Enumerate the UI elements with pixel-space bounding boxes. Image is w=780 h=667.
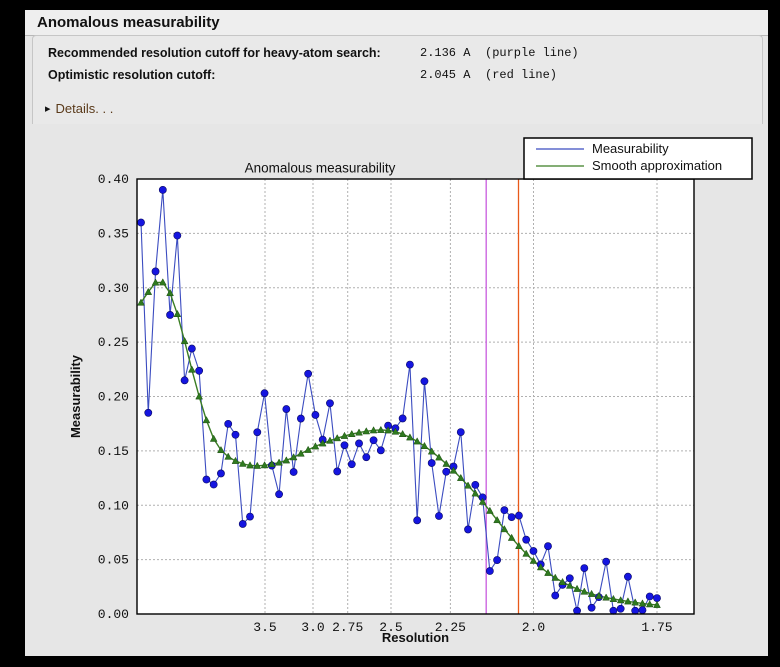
svg-text:0.35: 0.35 [98, 226, 129, 241]
svg-text:0.25: 0.25 [98, 335, 129, 350]
svg-text:0.00: 0.00 [98, 607, 129, 622]
svg-text:Measurability: Measurability [68, 354, 83, 438]
svg-text:0.15: 0.15 [98, 444, 129, 459]
svg-text:3.5: 3.5 [253, 620, 276, 635]
svg-text:0.40: 0.40 [98, 172, 129, 187]
svg-text:Smooth approximation: Smooth approximation [592, 158, 722, 173]
svg-text:3.0: 3.0 [301, 620, 324, 635]
svg-text:2.0: 2.0 [522, 620, 545, 635]
svg-text:1.75: 1.75 [641, 620, 672, 635]
svg-text:0.10: 0.10 [98, 498, 129, 513]
svg-text:0.30: 0.30 [98, 281, 129, 296]
svg-text:2.75: 2.75 [332, 620, 363, 635]
svg-text:0.05: 0.05 [98, 553, 129, 568]
svg-text:0.20: 0.20 [98, 390, 129, 405]
svg-text:Resolution: Resolution [382, 630, 449, 645]
svg-text:Measurability: Measurability [592, 141, 669, 156]
svg-text:Anomalous measurability: Anomalous measurability [245, 161, 396, 176]
